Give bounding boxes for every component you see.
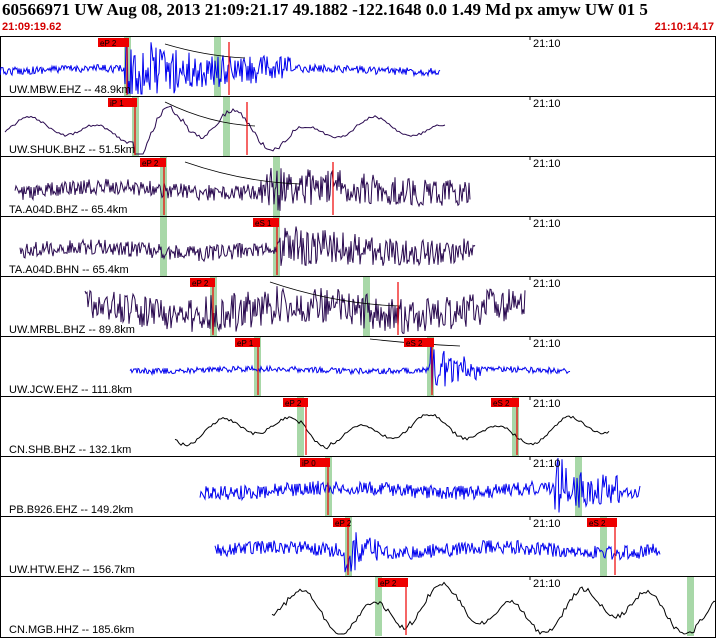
pick-tag[interactable] (404, 338, 434, 347)
waveform (214, 532, 661, 573)
time-tick-label: 21:10 (533, 578, 561, 590)
time-tick-label: 21:10 (533, 338, 561, 350)
seismogram-panel[interactable]: eP 2 21:10 UW.MBW.EHZ -- 48.9km iP 1 21:10 UW… (0, 36, 716, 638)
station-label: UW.JCW.EHZ -- 111.8km (9, 384, 132, 396)
pick-tag[interactable] (253, 218, 279, 227)
pick-label: eP 2 (285, 399, 302, 408)
trace-row[interactable]: iP 1 21:10 UW.SHUK.BHZ -- 51.5km (0, 96, 716, 157)
pick-tag[interactable] (98, 38, 129, 47)
travel-time-curve (184, 161, 301, 185)
time-tick-label: 21:10 (533, 218, 561, 230)
waveform (199, 457, 641, 513)
pick-window (600, 517, 607, 576)
trace-row[interactable]: eP 2 eS 2 21:10 CN.SHB.BHZ -- 132.1km (0, 396, 716, 457)
pick-label: eP 2 (100, 39, 117, 48)
pick-tag[interactable] (235, 338, 260, 347)
pick-window (223, 97, 230, 156)
travel-time-curve (164, 43, 246, 59)
pick-label: iP 1 (110, 99, 124, 108)
pick-window (575, 457, 582, 516)
time-tick-label: 21:10 (533, 398, 561, 410)
trace-row[interactable]: eP 1 eS 2 21:10 UW.JCW.EHZ -- 111.8km (0, 336, 716, 397)
pick-window (375, 577, 382, 636)
pick-window (160, 217, 167, 276)
pick-label: iP 0 (302, 459, 316, 468)
station-label: UW.MBW.EHZ -- 48.9km (9, 84, 131, 96)
waveform (174, 413, 610, 450)
header-bar: 60566971 UW Aug 08, 2013 21:09:21.17 49.… (0, 0, 716, 34)
travel-time-curve (269, 281, 401, 307)
pick-tag[interactable] (108, 98, 137, 107)
pick-window (363, 277, 370, 336)
pick-tag[interactable] (491, 398, 519, 407)
time-tick-label: 21:10 (533, 98, 561, 110)
waveform (84, 286, 526, 335)
pick-label: eS 1 (255, 219, 272, 228)
start-time-label: 21:09:19.62 (2, 21, 62, 33)
event-title: 60566971 UW Aug 08, 2013 21:09:21.17 49.… (2, 0, 648, 19)
trace-row[interactable]: iP 0 21:10 PB.B926.EHZ -- 149.2km (0, 456, 716, 517)
pick-tag[interactable] (300, 458, 330, 467)
time-tick-label: 21:10 (533, 518, 561, 530)
station-label: UW.HTW.EHZ -- 156.7km (9, 564, 135, 576)
waveform (0, 37, 441, 95)
station-label: PB.B926.EHZ -- 149.2km (9, 504, 133, 516)
waveform (271, 581, 716, 635)
station-label: TA.A04D.BHN -- 65.4km (9, 264, 129, 276)
waveform (14, 167, 471, 211)
pick-label: eP 2 (380, 579, 397, 588)
pick-tag[interactable] (333, 518, 350, 527)
station-label: CN.SHB.BHZ -- 132.1km (9, 444, 131, 456)
pick-tag[interactable] (587, 518, 617, 527)
trace-row[interactable]: eP 2 21:10 CN.MGB.HHZ -- 185.6km (0, 576, 716, 637)
pick-window (687, 577, 694, 636)
pick-label: eS 2 (589, 519, 606, 528)
pick-label: eS 2 (406, 339, 423, 348)
station-label: CN.MGB.HHZ -- 185.6km (9, 624, 134, 636)
station-label: TA.A04D.BHZ -- 65.4km (9, 204, 127, 216)
pick-label: eP 1 (237, 339, 254, 348)
trace-row[interactable]: eP 2 21:10 UW.MRBL.BHZ -- 89.8km (0, 276, 716, 337)
pick-tag[interactable] (140, 158, 166, 167)
waveform (19, 226, 476, 267)
time-tick-label: 21:10 (533, 38, 561, 50)
travel-time-curve (164, 101, 256, 127)
pick-label: eP 2 (335, 519, 352, 528)
pick-label: eP 2 (192, 279, 209, 288)
time-tick-label: 21:10 (533, 158, 561, 170)
pick-tag[interactable] (283, 398, 308, 407)
station-label: UW.SHUK.BHZ -- 51.5km (9, 144, 135, 156)
pick-tag[interactable] (378, 578, 408, 587)
end-time-label: 21:10:14.17 (654, 21, 714, 33)
pick-label: eS 2 (493, 399, 510, 408)
station-label: UW.MRBL.BHZ -- 89.8km (9, 324, 135, 336)
pick-tag[interactable] (190, 278, 215, 287)
time-tick-label: 21:10 (533, 278, 561, 290)
trace-row[interactable]: eP 2 21:10 UW.MBW.EHZ -- 48.9km (0, 37, 561, 96)
pick-window (297, 397, 304, 456)
pick-label: eP 2 (142, 159, 159, 168)
pick-window (512, 397, 519, 456)
trace-row[interactable]: eP 2 21:10 TA.A04D.BHZ -- 65.4km (0, 156, 716, 217)
trace-row[interactable]: eP 2 eS 2 21:10 UW.HTW.EHZ -- 156.7km (0, 516, 716, 577)
trace-row[interactable]: eS 1 21:10 TA.A04D.BHN -- 65.4km (0, 216, 716, 277)
time-tick-label: 21:10 (533, 458, 561, 470)
waveform (4, 105, 446, 155)
pick-window (427, 337, 434, 396)
waveform (129, 341, 571, 393)
